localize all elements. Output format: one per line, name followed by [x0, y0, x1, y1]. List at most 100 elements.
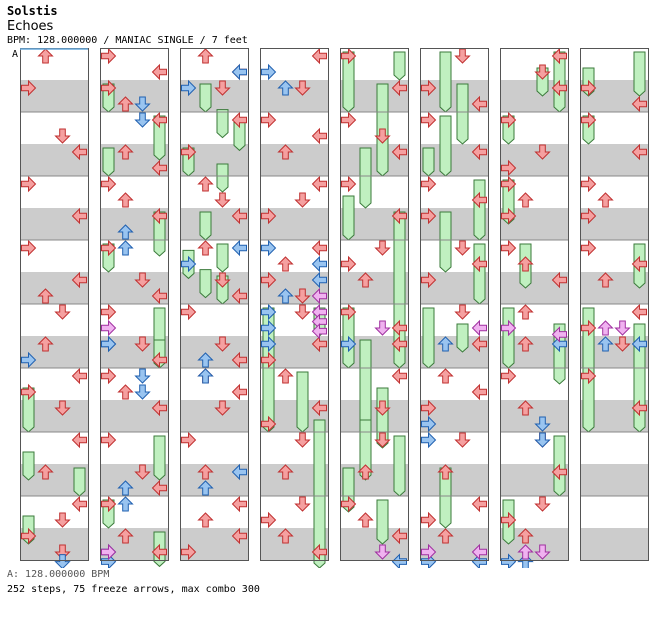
step-arrow: [311, 322, 327, 340]
step-arrow: [614, 320, 631, 336]
step-arrow: [214, 192, 231, 208]
step-arrow: [374, 400, 391, 416]
step-arrow: [471, 495, 487, 513]
step-arrow: [631, 143, 647, 161]
stepchart: A: [12, 47, 649, 568]
step-arrow: [21, 239, 37, 257]
song-meta: BPM: 128.000000 / MANIAC SINGLE / 7 feet: [7, 35, 248, 46]
footer-stats: 252 steps, 75 freeze arrows, max combo 3…: [7, 584, 260, 595]
freeze-arrow: [296, 371, 309, 433]
step-arrow: [471, 319, 487, 337]
step-arrow: [581, 175, 597, 193]
step-arrow: [311, 255, 327, 273]
step-arrow: [54, 400, 71, 416]
step-arrow: [517, 544, 534, 560]
step-arrow: [534, 432, 551, 448]
step-arrow: [117, 224, 134, 240]
step-arrow: [311, 47, 327, 65]
freeze-arrow: [439, 51, 452, 113]
step-arrow: [261, 511, 277, 529]
freeze-arrow: [199, 211, 212, 241]
step-arrow: [391, 527, 407, 545]
step-arrow: [631, 255, 647, 273]
step-arrow: [501, 175, 517, 193]
step-arrow: [437, 336, 454, 352]
step-arrow: [151, 111, 167, 129]
step-arrow: [151, 543, 167, 561]
freeze-arrow: [153, 211, 166, 257]
chart-column-frame: [340, 48, 409, 561]
step-arrow: [21, 79, 37, 97]
chart-column-frame: [100, 48, 169, 561]
step-arrow: [551, 463, 567, 481]
measure-band: [260, 144, 328, 176]
step-arrow: [421, 79, 437, 97]
freeze-arrow: [456, 323, 469, 353]
step-arrow: [231, 287, 247, 305]
step-arrow: [374, 432, 391, 448]
stepchart-frames: [20, 48, 649, 561]
step-arrow: [631, 335, 647, 353]
step-arrow: [261, 335, 277, 353]
step-arrow: [391, 143, 407, 161]
measure-band: [580, 528, 648, 560]
step-arrow: [294, 80, 311, 96]
step-arrow: [214, 400, 231, 416]
step-arrow: [181, 79, 197, 97]
step-arrow: [151, 399, 167, 417]
step-arrow: [101, 47, 117, 65]
step-arrow: [437, 528, 454, 544]
step-arrow: [341, 335, 357, 353]
step-arrow: [151, 63, 167, 81]
step-arrow: [231, 207, 247, 225]
step-arrow: [54, 512, 71, 528]
freeze-arrow: [199, 269, 212, 299]
step-arrow: [71, 431, 87, 449]
freeze-arrow: [199, 83, 212, 113]
step-arrow: [101, 367, 117, 385]
step-arrow: [117, 480, 134, 496]
step-arrow: [151, 287, 167, 305]
step-arrow: [341, 303, 357, 321]
step-arrow: [134, 272, 151, 288]
step-arrow: [214, 80, 231, 96]
step-arrow: [101, 431, 117, 449]
step-arrow: [391, 335, 407, 353]
step-arrow: [341, 255, 357, 273]
step-arrow: [54, 128, 71, 144]
step-arrow: [391, 319, 407, 337]
step-arrow: [471, 383, 487, 401]
step-arrow: [294, 432, 311, 448]
step-arrow: [517, 256, 534, 272]
step-arrow: [517, 528, 534, 544]
step-arrow: [101, 495, 117, 513]
step-arrow: [37, 48, 54, 64]
step-arrow: [101, 335, 117, 353]
step-arrow: [277, 288, 294, 304]
step-arrow: [197, 176, 214, 192]
step-arrow: [181, 143, 197, 161]
step-arrow: [294, 288, 311, 304]
step-arrow: [261, 239, 277, 257]
step-arrow: [134, 384, 151, 400]
step-arrow: [501, 207, 517, 225]
step-arrow: [534, 416, 551, 432]
freeze-arrow: [216, 109, 229, 139]
step-arrow: [277, 256, 294, 272]
measure-band: [180, 400, 248, 432]
step-arrow: [197, 480, 214, 496]
step-arrow: [374, 128, 391, 144]
step-arrow: [454, 304, 471, 320]
step-arrow: [101, 239, 117, 257]
step-arrow: [597, 192, 614, 208]
step-arrow: [581, 239, 597, 257]
step-arrow: [311, 239, 327, 257]
freeze-arrow: [473, 243, 486, 305]
step-arrow: [197, 464, 214, 480]
step-arrow: [197, 352, 214, 368]
step-arrow: [311, 543, 327, 561]
freeze-arrow: [216, 243, 229, 273]
step-arrow: [277, 528, 294, 544]
step-arrow: [71, 143, 87, 161]
measure-band: [420, 464, 488, 496]
